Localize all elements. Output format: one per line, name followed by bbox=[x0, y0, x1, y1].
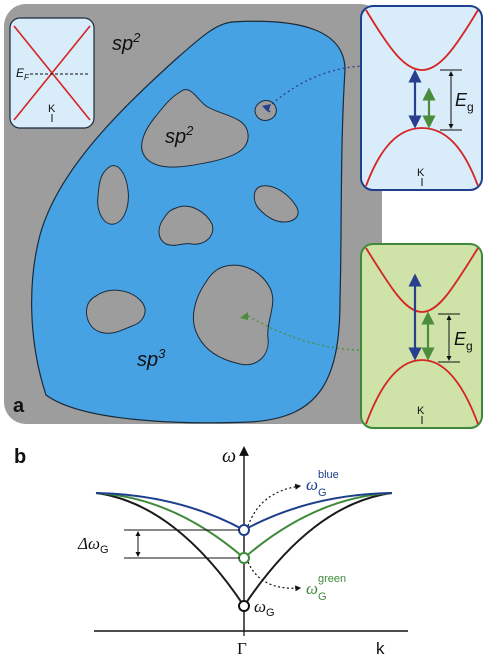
x-axis-k-label: k bbox=[376, 639, 385, 658]
panel-b: b ω Γ k ΔωG ω blue G ω bbox=[14, 445, 408, 658]
sp2-island-small-top bbox=[254, 100, 277, 121]
blue-inset-connector bbox=[271, 65, 363, 105]
sp2-island-middle bbox=[158, 205, 214, 246]
green-label-pointer bbox=[247, 561, 302, 592]
blue-gap-eg-label: Eg bbox=[455, 90, 474, 114]
omega-g-green-sub: G bbox=[318, 591, 327, 603]
blue-gap-inset: Eg K bbox=[360, 5, 483, 191]
fermi-level-label: EF bbox=[16, 66, 30, 82]
green-omega-marker bbox=[238, 552, 250, 564]
omega-g-blue-sup: blue bbox=[318, 469, 339, 481]
black-omega-marker bbox=[238, 600, 250, 612]
sp2-island-large bbox=[141, 89, 249, 168]
sp3-region-label: sp3 bbox=[137, 346, 166, 371]
x-axis-gamma-label: Γ bbox=[237, 639, 247, 658]
green-inset-connector bbox=[247, 315, 363, 351]
graphene-band-inset: EF K bbox=[9, 17, 95, 129]
omega-g-blue-label: ω bbox=[306, 475, 318, 494]
blue-label-pointer bbox=[247, 483, 302, 527]
corner-sp2-label: sp2 bbox=[112, 30, 141, 55]
panel-a-label: a bbox=[13, 395, 25, 417]
omega-g-green-label: ω bbox=[306, 579, 318, 598]
green-gap-eg-label: Eg bbox=[454, 329, 473, 353]
delta-omega-label: ΔωG bbox=[77, 534, 109, 556]
island-sp2-label: sp2 bbox=[165, 123, 194, 148]
sp2-island-bottom-right bbox=[193, 264, 274, 366]
sp2-island-right bbox=[253, 185, 299, 223]
omega-g-green-sup: green bbox=[318, 573, 346, 585]
green-inset-k-label: K bbox=[417, 405, 425, 417]
green-gap-inset: Eg K bbox=[360, 243, 483, 429]
blue-gap-pointer-stem bbox=[265, 107, 271, 113]
graphene-k-label: K bbox=[48, 103, 56, 115]
panel-a: sp2 sp2 sp3 a EF K bbox=[4, 4, 382, 424]
panel-b-label: b bbox=[14, 446, 26, 468]
sp2-island-bottom-left bbox=[86, 289, 146, 334]
omega-g-blue-sub: G bbox=[318, 487, 327, 499]
blue-inset-k-label: K bbox=[417, 167, 425, 179]
omega-g-label: ωG bbox=[254, 597, 275, 619]
green-gap-pointer-icon bbox=[240, 312, 248, 320]
y-axis-omega-label: ω bbox=[222, 445, 236, 467]
sp2-island-left bbox=[97, 165, 129, 225]
blue-omega-marker bbox=[238, 524, 250, 536]
